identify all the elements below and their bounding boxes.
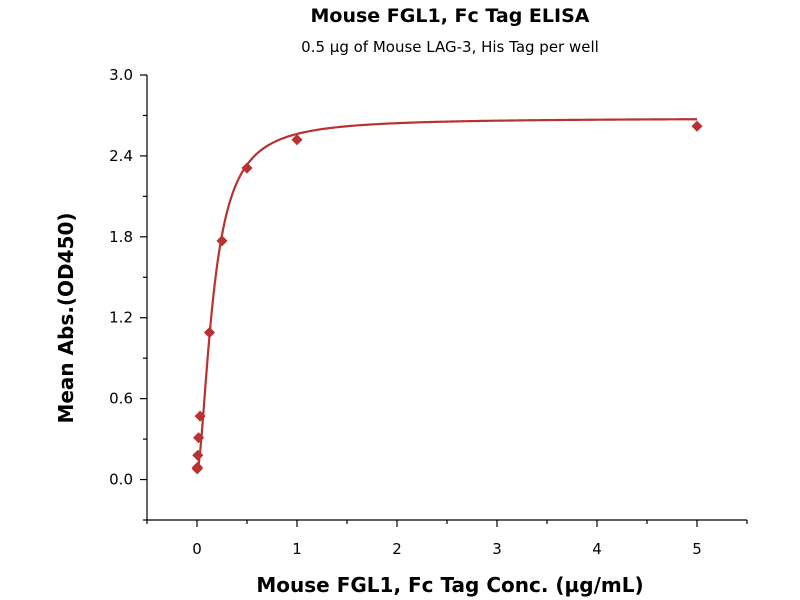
y-tick-label: 1.2 [109,309,133,327]
y-ticks: 0.0 0.6 1.2 1.8 2.4 3.0 [109,66,147,521]
x-tick-label: 5 [692,540,702,558]
y-tick-label: 2.4 [109,147,133,165]
x-tick-label: 1 [292,540,302,558]
y-tick-label: 0.0 [109,471,133,489]
data-point [203,326,216,339]
y-axis-label: Mean Abs.(OD450) [54,212,78,423]
data-point [241,162,253,174]
data-points [191,120,703,475]
data-point [194,410,206,422]
data-point [691,120,703,132]
data-point [191,461,203,473]
chart-subtitle: 0.5 µg of Mouse LAG-3, His Tag per well [301,38,599,56]
x-tick-label: 0 [192,540,202,558]
x-tick-label: 4 [592,540,602,558]
x-tick-label: 3 [492,540,502,558]
data-point [192,449,204,461]
y-tick-label: 0.6 [109,390,133,408]
x-axis-label: Mouse FGL1, Fc Tag Conc. (µg/mL) [256,573,643,597]
y-tick-label: 1.8 [109,228,133,246]
fit-curve [196,118,698,473]
fit-curve-group [196,118,698,473]
data-point [193,432,205,444]
chart-title: Mouse FGL1, Fc Tag ELISA [311,5,590,27]
x-ticks: 0 1 2 3 4 5 [146,520,748,558]
y-tick-label: 3.0 [109,66,133,84]
data-point [291,134,303,146]
data-point [216,235,228,247]
axes [146,75,747,521]
x-tick-label: 2 [392,540,402,558]
